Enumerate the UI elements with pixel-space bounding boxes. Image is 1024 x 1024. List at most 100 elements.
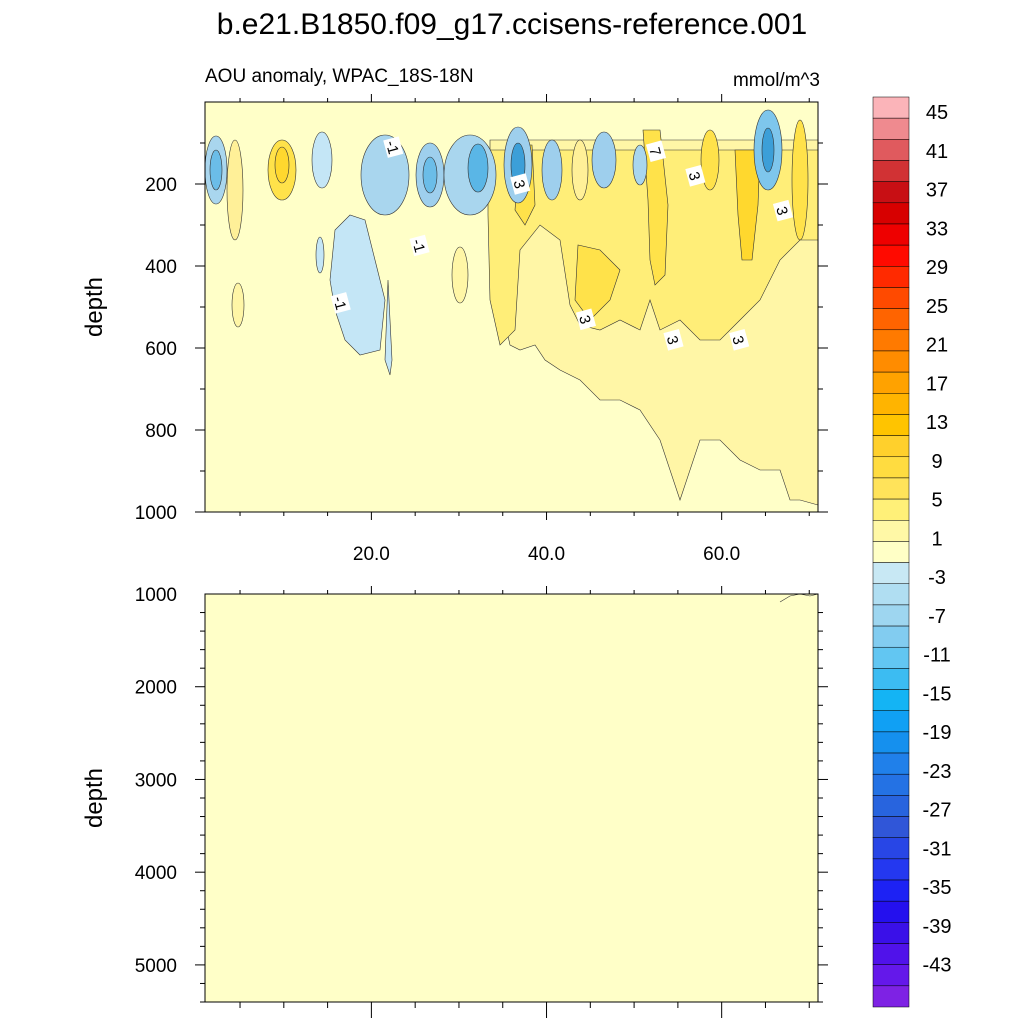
contour-fill-5to9-c — [574, 244, 621, 321]
colorbar-label: 33 — [926, 218, 948, 240]
contour-label: -1 — [329, 292, 351, 314]
colorbar-swatch — [872, 964, 910, 987]
y-tick-label: 600 — [145, 339, 177, 360]
colorbar-swatch — [872, 689, 910, 711]
colorbar-swatch — [872, 244, 910, 267]
colorbar-swatch — [872, 456, 910, 479]
colorbar-label: 9 — [931, 451, 942, 473]
chart-title: b.e21.B1850.f09_g17.ccisens-reference.00… — [217, 8, 807, 41]
y-tick-label: 2000 — [135, 678, 177, 699]
colorbar-label: -43 — [923, 955, 952, 977]
colorbar-label: -19 — [923, 722, 952, 744]
colorbar-label: 37 — [926, 180, 948, 202]
colorbar-swatch — [872, 900, 910, 923]
colorbar-label: 1 — [931, 528, 942, 550]
contour-label: -1 — [408, 234, 430, 257]
colorbar-swatch — [872, 625, 910, 648]
colorbar-swatch — [872, 435, 910, 458]
upper-y-ticks: 200 400 600 800 1000 — [135, 142, 828, 524]
colorbar-swatch — [872, 498, 910, 521]
colorbar-label: -11 — [923, 645, 950, 667]
colorbar-swatch — [872, 858, 910, 881]
colorbar-swatch — [872, 223, 910, 246]
colorbar-label: 45 — [926, 102, 948, 124]
upper-y-axis-label: depth — [81, 277, 108, 337]
colorbar-swatch — [872, 96, 910, 119]
lower-panel: 1000 2000 3000 4000 5000 depth — [81, 585, 828, 1018]
lower-panel-background — [205, 594, 818, 1002]
lower-y-ticks: 1000 2000 3000 4000 5000 — [135, 585, 828, 1003]
colorbar-swatch — [872, 646, 910, 669]
x-tick-label: 60.0 — [703, 544, 740, 565]
colorbar-swatch — [872, 181, 910, 204]
colorbar-swatch — [872, 752, 910, 775]
contour-label: 7 — [645, 140, 667, 162]
colorbar-label: 29 — [926, 257, 948, 279]
colorbar-label: -27 — [923, 800, 952, 822]
colorbar-swatch — [872, 837, 910, 860]
svg-text:-1: -1 — [329, 295, 349, 312]
colorbar-swatch — [872, 371, 910, 394]
colorbar-swatch — [872, 117, 910, 140]
y-tick-label: 1000 — [135, 503, 177, 524]
y-tick-label: 1000 — [135, 585, 177, 606]
lower-y-axis-label: depth — [81, 768, 108, 828]
colorbar-swatch — [872, 308, 910, 331]
colorbar-label: -15 — [923, 683, 952, 705]
colorbar-swatch — [872, 477, 910, 500]
colorbar-swatch — [872, 583, 910, 606]
colorbar-swatch — [872, 816, 910, 838]
colorbar-label: 17 — [926, 373, 948, 395]
colorbar-label: -3 — [928, 567, 946, 589]
colorbar-label: 21 — [926, 335, 948, 357]
colorbar-swatch — [872, 139, 910, 161]
y-tick-label: 4000 — [135, 863, 177, 884]
colorbar-swatch — [872, 329, 910, 352]
colorbar-swatch — [872, 393, 910, 415]
colorbar-label: 13 — [926, 412, 948, 434]
colorbar-swatch — [872, 668, 910, 690]
colorbar-label: -39 — [923, 916, 952, 938]
lower-x-ticks — [239, 586, 810, 1018]
contour-label: 3 — [575, 308, 596, 331]
colorbar-label: -35 — [923, 877, 952, 899]
colorbar-swatch — [872, 414, 910, 436]
contour-label: 3 — [685, 165, 706, 187]
colorbar-swatch — [872, 160, 910, 182]
contour-label: 3 — [663, 329, 684, 351]
y-tick-label: 400 — [145, 257, 177, 278]
chart-subtitle: AOU anomaly, WPAC_18S-18N — [205, 66, 474, 87]
colorbar-label: -23 — [923, 761, 952, 783]
upper-x-ticks: 20.0 40.0 60.0 — [239, 94, 810, 565]
contour-label: 3 — [772, 199, 794, 222]
colorbar-swatch — [872, 731, 910, 754]
colorbar-label: -31 — [923, 838, 952, 860]
colorbar-swatch — [872, 710, 910, 733]
y-tick-label: 5000 — [135, 956, 177, 977]
colorbar-label: 5 — [931, 490, 942, 512]
y-tick-label: 200 — [145, 175, 177, 196]
colorbar-swatch — [872, 350, 910, 373]
colorbar-swatch — [872, 562, 910, 584]
colorbar-swatch — [872, 943, 910, 965]
svg-text:-1: -1 — [408, 237, 428, 254]
contour-label: 3 — [728, 329, 750, 351]
y-tick-label: 3000 — [135, 770, 177, 791]
units-label: mmol/m^3 — [733, 70, 820, 91]
contour-label: 3 — [510, 173, 531, 195]
y-tick-label: 800 — [145, 421, 177, 442]
colorbar-swatch — [872, 773, 910, 796]
colorbar-label: 25 — [926, 296, 948, 318]
x-tick-label: 20.0 — [353, 544, 390, 565]
colorbar-swatch — [872, 202, 910, 225]
colorbar-swatch — [872, 520, 910, 542]
colorbar-label: -7 — [928, 606, 946, 628]
colorbar-swatch — [872, 879, 910, 902]
colorbar-swatch — [872, 985, 910, 1008]
colorbar-swatch — [872, 266, 910, 288]
colorbar-swatch — [872, 287, 910, 309]
colorbar-swatch — [872, 795, 910, 817]
